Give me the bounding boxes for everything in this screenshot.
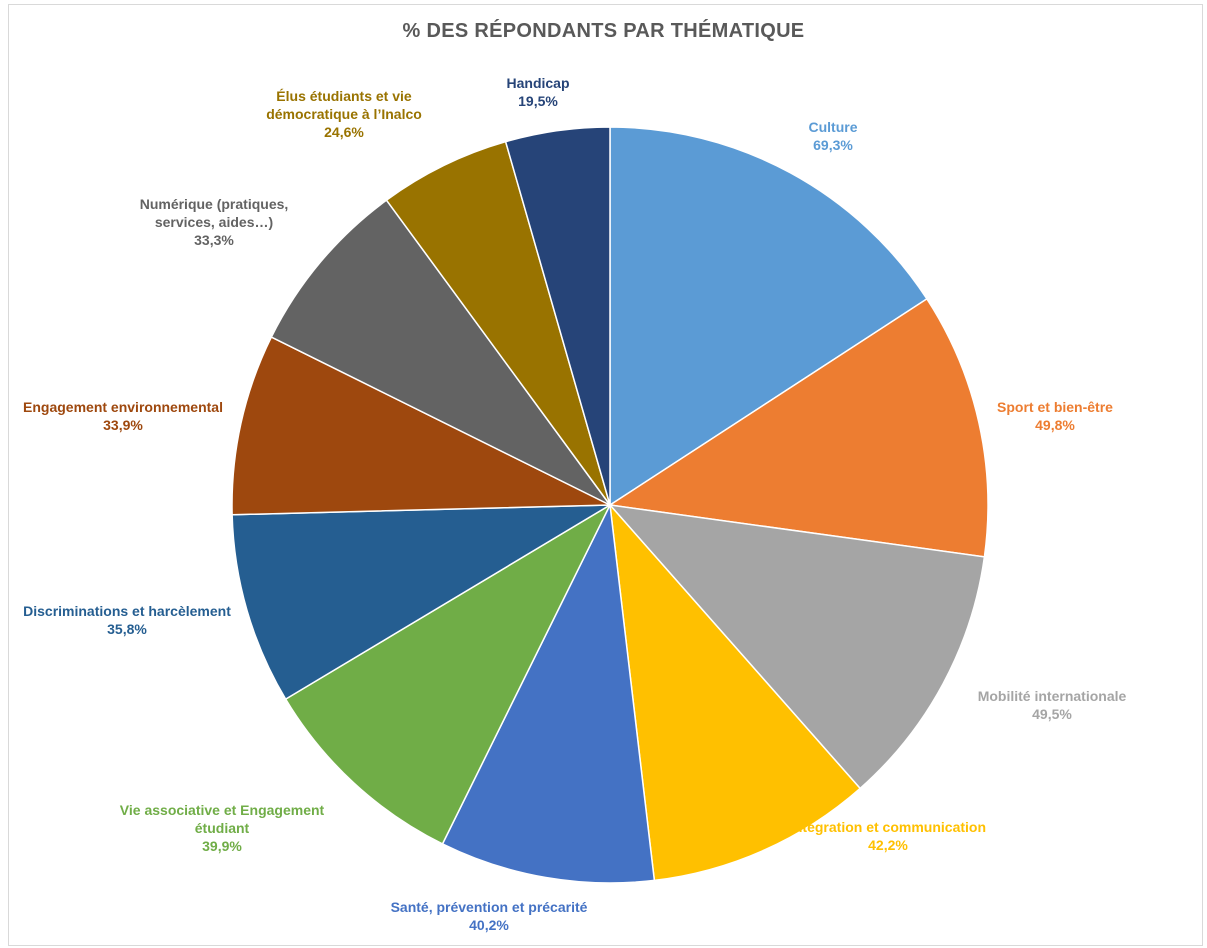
slice-value-label: 49,8% <box>1035 417 1075 433</box>
slice-label-4: Intégration et communication 42,2% <box>790 818 986 854</box>
slice-label-text: services, aides…) <box>154 214 274 230</box>
chart-title: % DES RÉPONDANTS PAR THÉMATIQUE <box>402 20 805 42</box>
slice-value-label: 69,3% <box>813 137 853 153</box>
slice-label-6: Vie associative et Engagement étudiant 39,… <box>120 801 324 855</box>
slice-label-text: Mobilité internationale <box>977 688 1127 704</box>
pie-slice-9 <box>270 199 611 506</box>
slice-label-5: Santé, prévention et précarité 40,2% <box>391 898 588 934</box>
slice-label-1: Culture 69,3% <box>809 118 858 154</box>
slice-value-label: 24,6% <box>324 124 364 140</box>
slice-label-text: Santé, prévention et précarité <box>390 899 588 915</box>
pie-slice-2 <box>607 297 989 558</box>
pie-slice-1 <box>609 126 928 507</box>
slice-label-10: Élus étudiants et vie démocratique à l’In… <box>266 87 422 141</box>
slice-value-label: 39,9% <box>202 838 242 854</box>
pie-slice-7 <box>231 504 613 701</box>
slice-label-text: Culture <box>808 119 858 135</box>
slice-value-label: 49,5% <box>1032 706 1072 722</box>
slice-label-3: Mobilité internationale 49,5% <box>978 687 1127 723</box>
slice-label-8: Engagement environnemental 33,9% <box>23 398 223 434</box>
slice-label-text: Intégration et communication <box>789 819 987 835</box>
slice-value-label: 19,5% <box>518 93 558 109</box>
slice-value-label: 42,2% <box>868 837 908 853</box>
pie-slice-3 <box>608 503 986 790</box>
slice-label-text: Vie associative et Engagement <box>119 802 325 818</box>
slice-value-label: 33,3% <box>194 232 234 248</box>
pie-slice-10 <box>385 140 611 506</box>
slice-label-11: Handicap 19,5% <box>506 74 569 110</box>
slice-label-9: Numérique (pratiques, services, aides…) 33… <box>140 195 289 249</box>
slice-value-label: 35,8% <box>107 621 147 637</box>
slice-label-text: étudiant <box>194 820 250 836</box>
slice-label-text: Handicap <box>506 75 570 91</box>
slice-label-text: Élus étudiants et vie <box>276 88 412 104</box>
pie-slice-5 <box>441 502 656 884</box>
slice-label-text: Sport et bien-être <box>997 399 1113 415</box>
slice-label-text: Numérique (pratiques, <box>139 196 289 212</box>
slice-value-label: 40,2% <box>469 917 509 933</box>
pie-slice-6 <box>284 503 612 845</box>
pie-slice-4 <box>608 502 862 882</box>
slice-label-text: démocratique à l’Inalco <box>266 106 422 122</box>
slice-value-label: 33,9% <box>103 417 143 433</box>
slice-label-text: Discriminations et harcèlement <box>23 603 231 619</box>
slice-label-text: Engagement environnemental <box>23 399 223 415</box>
slice-label-2: Sport et bien-être 49,8% <box>997 398 1113 434</box>
pie-slice-8 <box>231 336 611 516</box>
pie-slice-11 <box>504 126 611 506</box>
slice-label-7: Discriminations et harcèlement 35,8% <box>23 602 231 638</box>
